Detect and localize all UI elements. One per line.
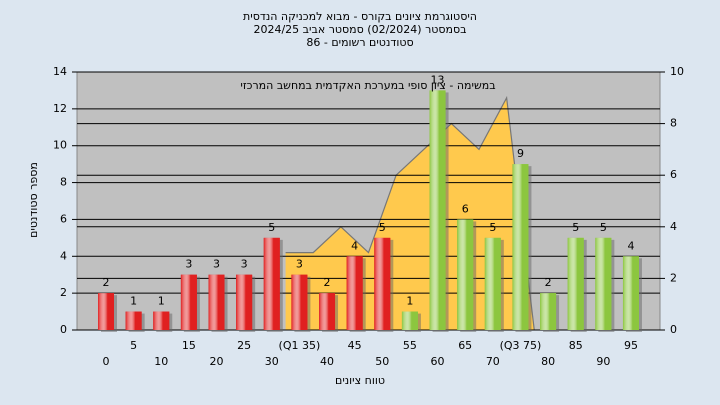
y-tick-label: 0 (60, 323, 67, 336)
x-tick-label: 50 (375, 355, 389, 368)
y2-tick-label: 0 (670, 323, 677, 336)
bar-shine (208, 274, 225, 330)
bar-shine (374, 237, 391, 330)
x-tick-label: 60 (431, 355, 445, 368)
bar-shine (263, 237, 280, 330)
x-tick-label: (Q1 35) (279, 339, 321, 352)
x-tick-label: 25 (237, 339, 251, 352)
y-axis-label: מספר סטודנטים (27, 162, 40, 238)
x-tick-label: 15 (182, 339, 196, 352)
x-tick-label: 55 (403, 339, 417, 352)
x-tick-label: 95 (624, 339, 638, 352)
title-line: סטודנטים רשומים - 86 (306, 36, 413, 49)
y-tick-label: 6 (60, 212, 67, 225)
bar-shine (125, 311, 142, 330)
bar-shine (512, 164, 529, 330)
x-tick-label: 85 (569, 339, 583, 352)
bar-shine (595, 237, 612, 330)
bar-shine (484, 237, 501, 330)
value-label: 5 (489, 221, 496, 234)
y-tick-label: 10 (53, 139, 67, 152)
value-label: 5 (268, 221, 275, 234)
value-label: 1 (158, 295, 165, 308)
y-tick-label: 8 (60, 176, 67, 189)
annotation: במשימה - ציון סופי במערכת האקדמית במחשב … (240, 79, 495, 92)
x-tick-label: 40 (320, 355, 334, 368)
x-tick-label: 5 (130, 339, 137, 352)
y2-tick-label: 10 (670, 65, 684, 78)
value-label: 13 (431, 73, 445, 86)
x-tick-label: 20 (210, 355, 224, 368)
bar-shine (457, 219, 474, 330)
x-tick-label: 70 (486, 355, 500, 368)
x-tick-label: 90 (596, 355, 610, 368)
y2-tick-label: 8 (670, 117, 677, 130)
bar-shine (540, 293, 557, 330)
value-label: 3 (241, 258, 248, 271)
bar-shine (236, 274, 253, 330)
value-label: 4 (351, 239, 358, 252)
value-label: 4 (627, 239, 634, 252)
y2-tick-label: 4 (670, 220, 677, 233)
bar-shine (346, 256, 363, 330)
bar-shine (401, 311, 418, 330)
value-label: 9 (517, 147, 524, 160)
y-tick-label: 2 (60, 286, 67, 299)
x-tick-label: (Q3 75) (500, 339, 542, 352)
y-tick-label: 12 (53, 102, 67, 115)
value-label: 3 (185, 258, 192, 271)
value-label: 5 (572, 221, 579, 234)
y-tick-label: 14 (53, 65, 67, 78)
y2-tick-label: 2 (670, 271, 677, 284)
value-label: 2 (324, 276, 331, 289)
value-label: 2 (545, 276, 552, 289)
x-axis-label: טווח ציונים (335, 374, 385, 387)
x-tick-label: 30 (265, 355, 279, 368)
value-label: 6 (462, 202, 469, 215)
bar-shine (567, 237, 584, 330)
value-label: 1 (406, 295, 413, 308)
y-tick-label: 4 (60, 249, 67, 262)
x-tick-label: 10 (154, 355, 168, 368)
x-tick-label: 65 (458, 339, 472, 352)
y2-tick-label: 6 (670, 168, 677, 181)
bar-shine (429, 90, 446, 330)
value-label: 5 (600, 221, 607, 234)
value-label: 3 (296, 258, 303, 271)
bar-shine (98, 293, 114, 330)
bar-shine (291, 274, 308, 330)
x-tick-label: 80 (541, 355, 555, 368)
title-line: היסטוגרמת ציונים בקורס - מבוא למכניקה הנ… (243, 10, 477, 23)
x-tick-label: 0 (103, 355, 110, 368)
bar-shine (319, 293, 336, 330)
bar-shine (153, 311, 170, 330)
bar-shine (180, 274, 197, 330)
value-label: 1 (130, 295, 137, 308)
x-tick-label: 45 (348, 339, 362, 352)
value-label: 5 (379, 221, 386, 234)
value-label: 3 (213, 258, 220, 271)
title-line: בסמסטר (02/2024) סמסטר אביב 2024/25 (253, 23, 466, 36)
value-label: 2 (103, 276, 110, 289)
bar-shine (622, 256, 639, 330)
